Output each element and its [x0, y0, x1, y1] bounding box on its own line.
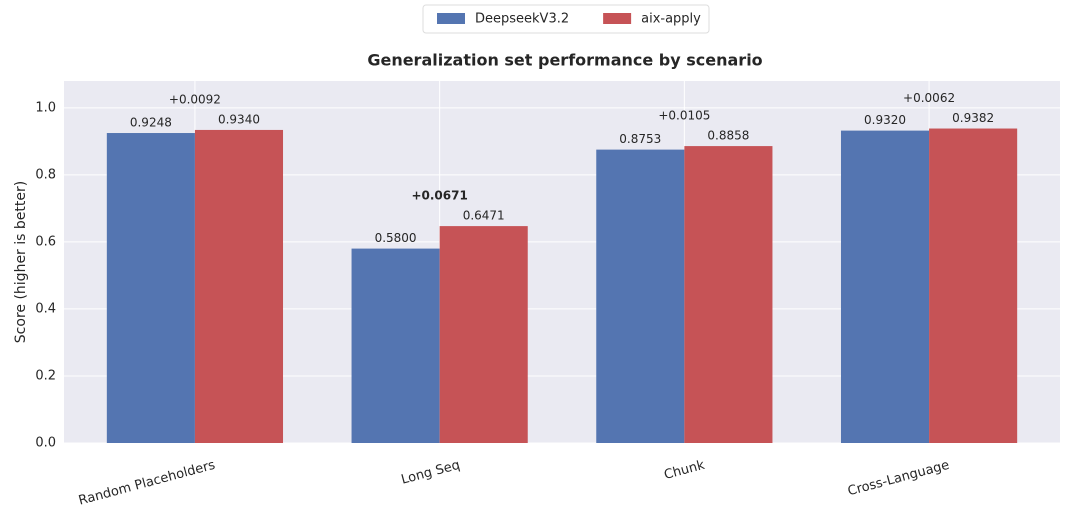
legend-label: aix-apply [641, 12, 701, 27]
value-label: 0.6471 [463, 209, 505, 223]
y-axis-label: Score (higher is better) [13, 181, 29, 343]
x-tick-label: Long Seq [400, 458, 462, 488]
value-label: 0.9382 [952, 111, 994, 125]
y-tick-label: 0.2 [35, 368, 56, 383]
value-label: 0.9340 [218, 112, 260, 126]
value-label: 0.5800 [375, 231, 417, 245]
legend-swatch [437, 13, 465, 24]
value-label: 0.8753 [619, 132, 661, 146]
y-tick-label: 0.4 [35, 301, 56, 316]
bar [351, 248, 440, 443]
bar [929, 128, 1018, 443]
x-tick-label: Cross-Language [846, 458, 951, 500]
value-label: 0.9248 [130, 116, 172, 130]
bar [840, 130, 930, 443]
legend-label: DeepseekV3.2 [475, 12, 569, 27]
bar [439, 226, 528, 443]
chart-title: Generalization set performance by scenar… [367, 51, 762, 70]
legend-box [422, 4, 710, 34]
annotation: +0.0105 [658, 109, 710, 123]
bar [596, 149, 685, 443]
bar [194, 129, 284, 443]
bar [106, 133, 195, 443]
x-tick-label: Random Placeholders [77, 458, 217, 509]
bar [684, 146, 773, 443]
y-tick-label: 1.0 [35, 100, 56, 115]
legend-swatch [603, 13, 632, 24]
annotation: +0.0062 [903, 91, 955, 105]
y-tick-label: 0.0 [35, 436, 56, 451]
y-tick-label: 0.6 [35, 234, 56, 249]
x-tick-label: Chunk [662, 458, 706, 483]
value-label: 0.9320 [864, 113, 906, 127]
annotation: +0.0092 [169, 92, 221, 106]
y-tick-label: 0.8 [35, 167, 56, 182]
value-label: 0.8858 [707, 129, 749, 143]
annotation: +0.0671 [411, 189, 467, 203]
